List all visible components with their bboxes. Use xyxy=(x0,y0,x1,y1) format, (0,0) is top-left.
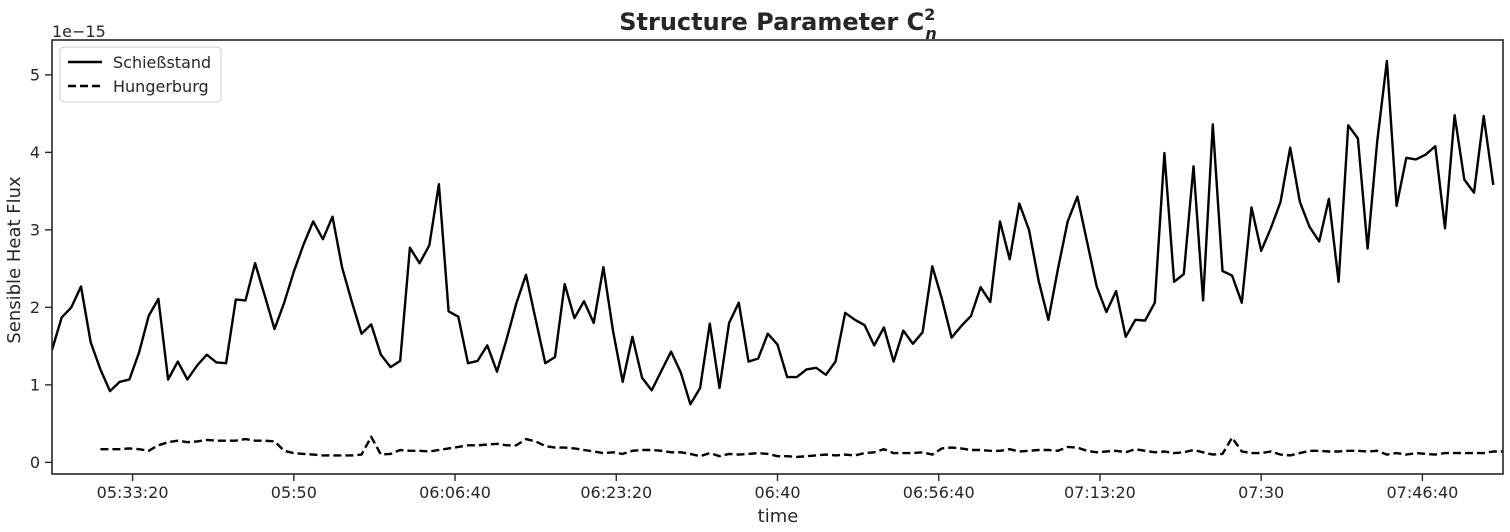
y-tick-label: 1 xyxy=(30,375,40,394)
y-tick-label: 5 xyxy=(30,65,40,84)
x-tick-label: 06:56:40 xyxy=(903,483,975,502)
y-axis-label: Sensible Heat Flux xyxy=(4,176,25,344)
series-line-hungerburg xyxy=(100,435,1503,459)
chart-title: Structure Parameter C2 n xyxy=(619,5,936,43)
legend: Schießstand Hungerburg xyxy=(59,46,222,103)
x-axis-label: time xyxy=(758,506,799,527)
x-tick-label: 07:30 xyxy=(1238,483,1284,502)
x-tick-label: 05:50 xyxy=(271,483,317,502)
x-tick-label: 06:23:20 xyxy=(580,483,652,502)
ticks-layer: 05:33:20 05:50 06:06:40 06:23:20 06:40 06:56:… xyxy=(30,65,1459,502)
y-tick-label: 0 xyxy=(30,453,40,472)
y-tick-label: 4 xyxy=(30,143,40,162)
chart-title-superscript: 2 xyxy=(924,5,935,24)
series-line-schiessstand xyxy=(52,59,1495,406)
y-tick-label: 3 xyxy=(30,220,40,239)
plot-frame xyxy=(51,39,1504,475)
y-tick-label: 2 xyxy=(30,298,40,317)
x-tick-label: 06:06:40 xyxy=(419,483,491,502)
legend-box xyxy=(59,46,222,103)
x-tick-label: 07:46:40 xyxy=(1386,483,1458,502)
series-layer xyxy=(52,59,1503,459)
legend-label-schiessstand: Schießstand xyxy=(113,53,211,72)
chart-title-subscript: n xyxy=(925,24,936,43)
chart-title-main: Structure Parameter C xyxy=(619,8,924,36)
y-axis-offset-label: 1e−15 xyxy=(52,22,106,41)
x-tick-label: 05:33:20 xyxy=(97,483,169,502)
legend-label-hungerburg: Hungerburg xyxy=(113,77,209,96)
x-tick-label: 07:13:20 xyxy=(1064,483,1136,502)
x-tick-label: 06:40 xyxy=(754,483,800,502)
